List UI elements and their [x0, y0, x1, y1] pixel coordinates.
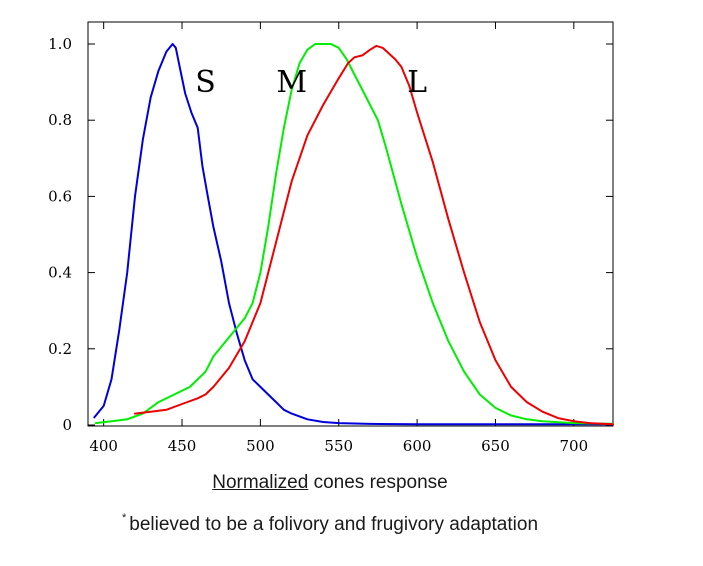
- footnote: * believed to be a folivory and frugivory…: [0, 512, 660, 536]
- y-tick-label: 0.6: [48, 187, 72, 205]
- x-tick-label: 650: [481, 437, 510, 455]
- x-axis-label-rest: cones response: [308, 472, 448, 493]
- y-tick-label: 1.0: [48, 35, 72, 53]
- x-tick-label: 500: [246, 437, 275, 455]
- axis-ticks: 400 450 500 550 600 650 700 0 0.2 0.4 0.6 0.8 1.0: [48, 22, 613, 455]
- footnote-text: believed to be a folivory and frugivory …: [129, 514, 539, 535]
- series-layer: [93, 43, 614, 426]
- series-line-l: [134, 44, 614, 426]
- footnote-mark: *: [121, 512, 127, 524]
- cone-response-chart: 400 450 500 550 600 650 700 0 0.2 0.4 0.6 0.8 1.0 S M…: [48, 21, 614, 455]
- series-label-m: M: [276, 65, 307, 100]
- y-tick-label: 0.2: [48, 340, 72, 358]
- series-line-m: [94, 43, 614, 425]
- x-tick-label: 450: [168, 437, 197, 455]
- x-axis-label-underlined: Normalized: [212, 472, 309, 493]
- series-label-s: S: [195, 65, 216, 100]
- y-tick-label: 0: [62, 416, 72, 434]
- series-label-l: L: [407, 65, 427, 100]
- x-tick-label: 600: [403, 437, 432, 455]
- x-axis-label: Normalized cones response: [0, 472, 660, 494]
- x-tick-label: 550: [324, 437, 353, 455]
- plot-frame: [87, 21, 614, 427]
- x-tick-label: 700: [560, 437, 589, 455]
- series-line-s: [93, 43, 614, 426]
- y-tick-label: 0.8: [48, 111, 72, 129]
- y-tick-label: 0.4: [48, 264, 72, 282]
- x-tick-label: 400: [89, 437, 118, 455]
